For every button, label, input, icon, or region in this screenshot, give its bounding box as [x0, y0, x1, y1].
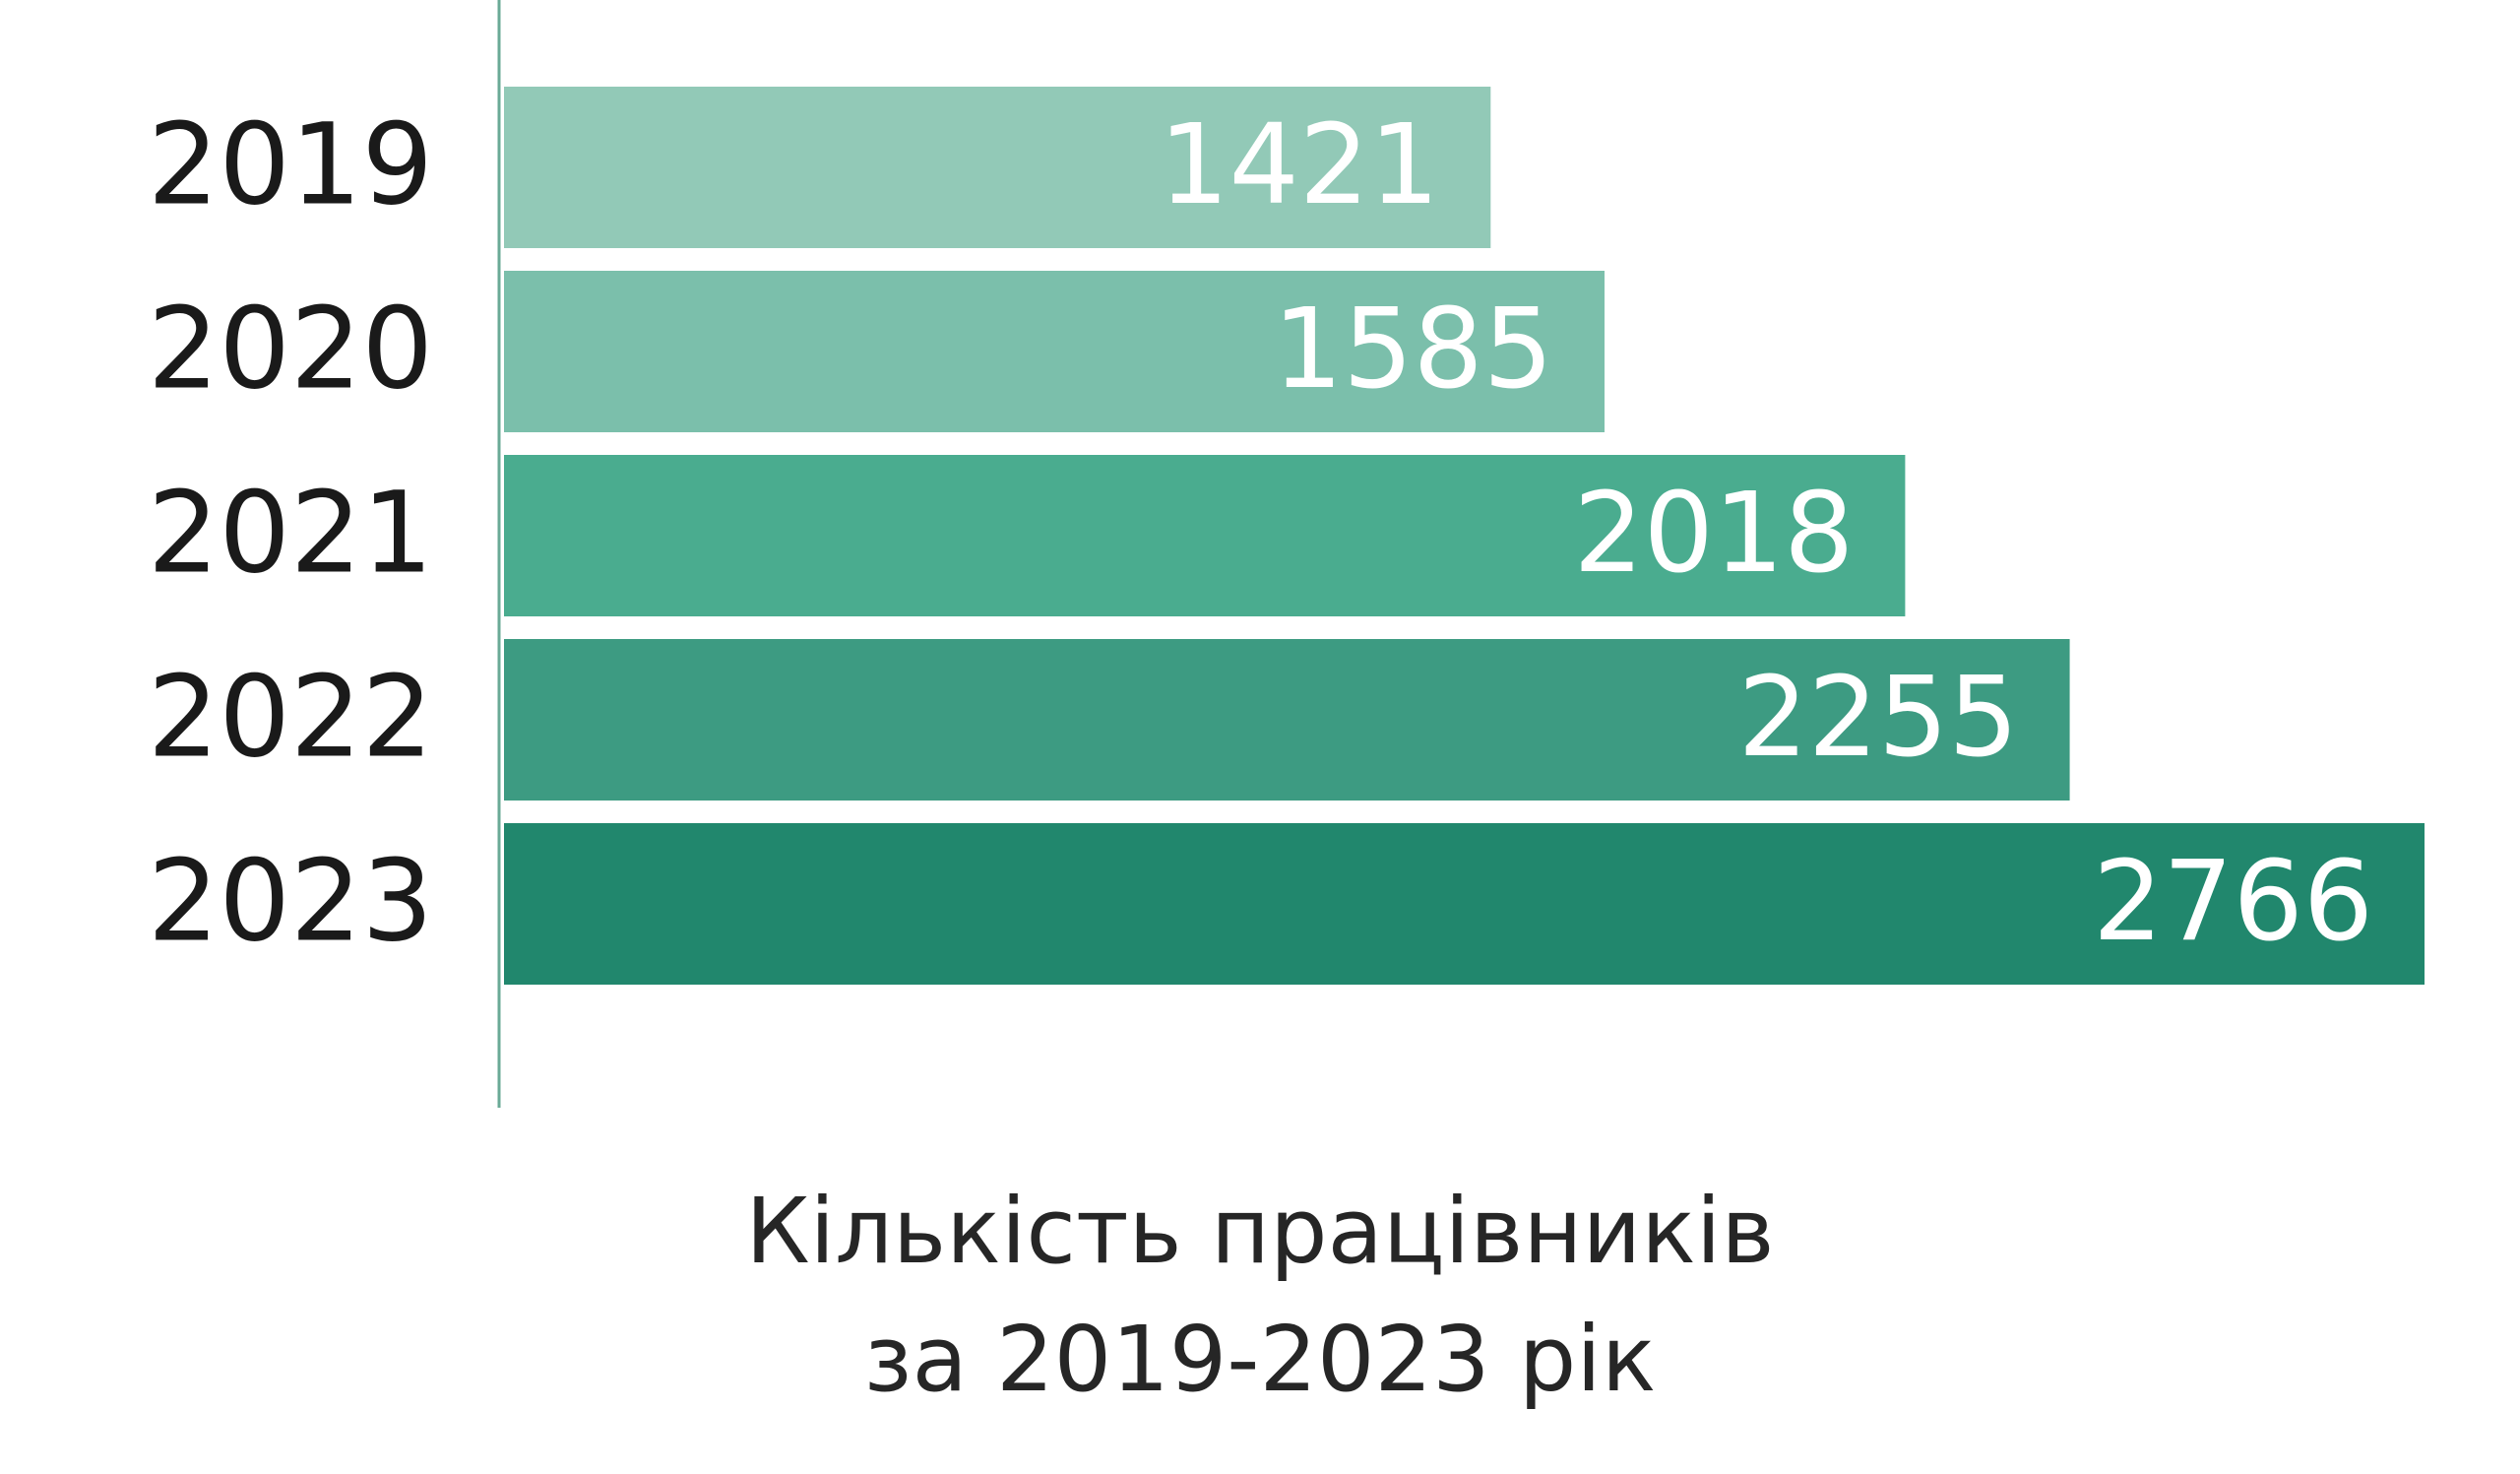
- category-label-2019: 2019: [148, 98, 433, 229]
- bar-2023: [504, 823, 2425, 985]
- bar-2021: [504, 455, 1906, 616]
- bars-layer: [504, 87, 2425, 985]
- chart-title-line-1: Кількість працівників: [745, 1179, 1775, 1284]
- category-label-2023: 2023: [148, 835, 433, 966]
- bar-2020: [504, 271, 1605, 432]
- category-label-2020: 2020: [148, 283, 433, 414]
- bar-value-label-2022: 2255: [1738, 654, 2019, 782]
- bar-2022: [504, 639, 2070, 801]
- category-label-2022: 2022: [148, 651, 433, 782]
- category-label-2021: 2021: [148, 467, 433, 598]
- bar-value-label-2019: 1421: [1159, 101, 1439, 229]
- bar-value-label-2020: 1585: [1273, 286, 1553, 414]
- bar-value-label-2023: 2766: [2093, 838, 2373, 966]
- labels-layer: 1421 2019 1585 2020 2018 2021 2255 2022 2766 2023: [148, 98, 2373, 966]
- bar-2019: [504, 87, 1491, 248]
- bar-value-label-2021: 2018: [1573, 470, 1854, 598]
- chart-title-line-2: за 2019-2023 рік: [863, 1307, 1657, 1412]
